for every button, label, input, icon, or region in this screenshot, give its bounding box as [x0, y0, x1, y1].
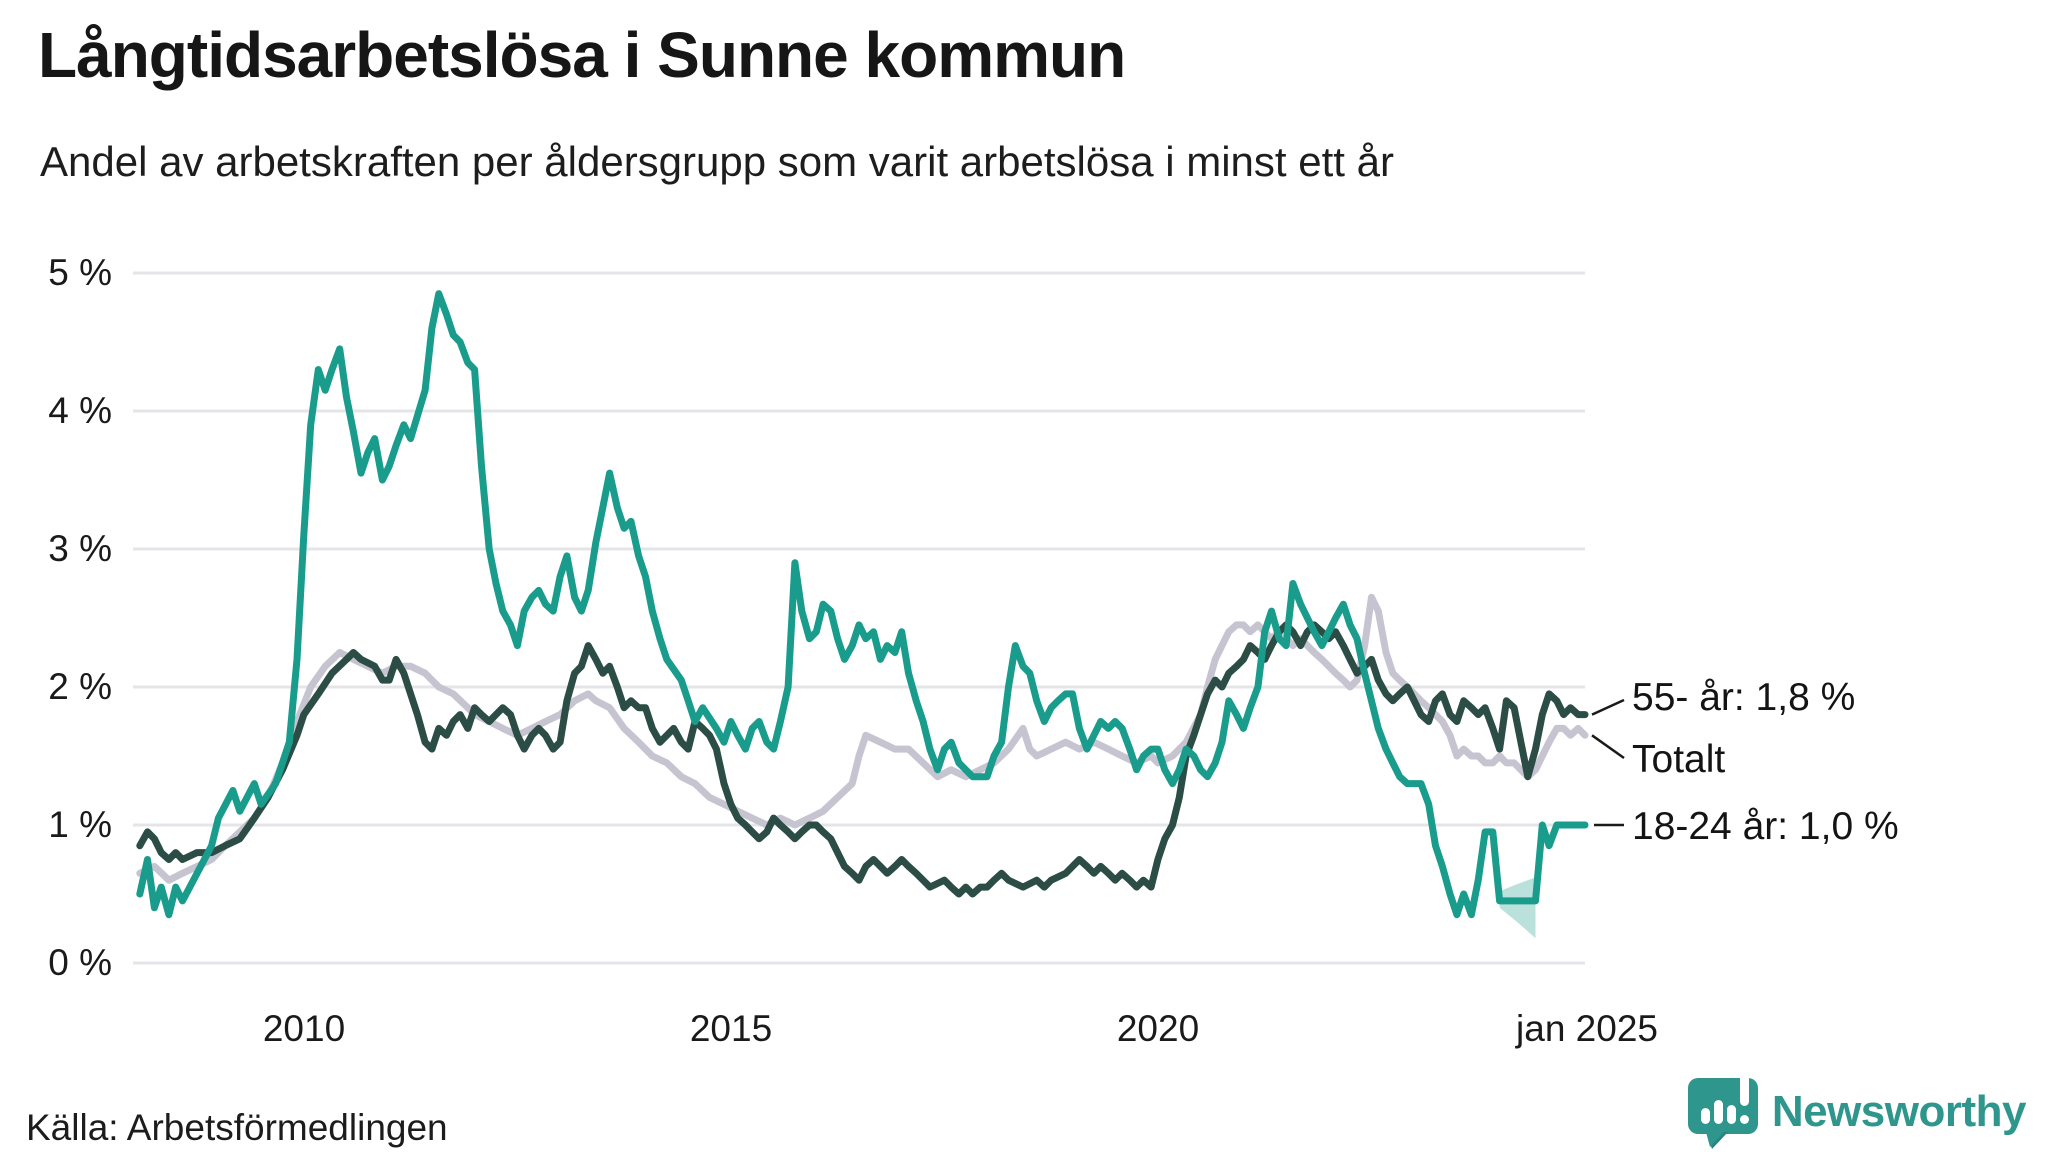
connector-line — [1591, 698, 1625, 716]
x-tick-2010: 2010 — [262, 1008, 346, 1049]
newsworthy-wordmark: Newsworthy — [1771, 1087, 2027, 1136]
y-tick-2: 2 % — [48, 666, 112, 707]
y-tick-0: 0 % — [48, 942, 112, 983]
series-label-totalt: Totalt — [1632, 738, 1726, 781]
series-label-18-24: 18-24 år: 1,0 % — [1632, 805, 1899, 848]
page-title: Långtidsarbetslösa i Sunne kommun — [38, 19, 1126, 91]
newsworthy-logo[interactable]: Newsworthy — [1686, 1074, 2027, 1150]
newsworthy-icon — [1687, 1074, 1758, 1149]
y-tick-3: 3 % — [48, 528, 112, 569]
source-note: Källa: Arbetsförmedlingen — [26, 1107, 448, 1148]
y-tick-1: 1 % — [48, 804, 112, 845]
y-tick-4: 4 % — [48, 390, 112, 431]
series-label-55plus: 55- år: 1,8 % — [1632, 676, 1856, 719]
uncertainty-band — [1499, 877, 1536, 939]
series-line-totalt — [136, 593, 1589, 884]
x-tick-jan-2025: jan 2025 — [1516, 1008, 1658, 1049]
y-tick-5: 5 % — [48, 252, 112, 293]
gridlines — [133, 271, 1585, 965]
series-line-55plus — [136, 621, 1589, 898]
label-connector-lines — [1591, 698, 1625, 827]
series-line-18-24 — [136, 290, 1589, 919]
x-tick-2020: 2020 — [1116, 1008, 1200, 1049]
x-tick-2015: 2015 — [689, 1008, 773, 1049]
page-subtitle: Andel av arbetskraften per åldersgrupp s… — [40, 138, 1394, 185]
connector-line — [1591, 734, 1625, 760]
